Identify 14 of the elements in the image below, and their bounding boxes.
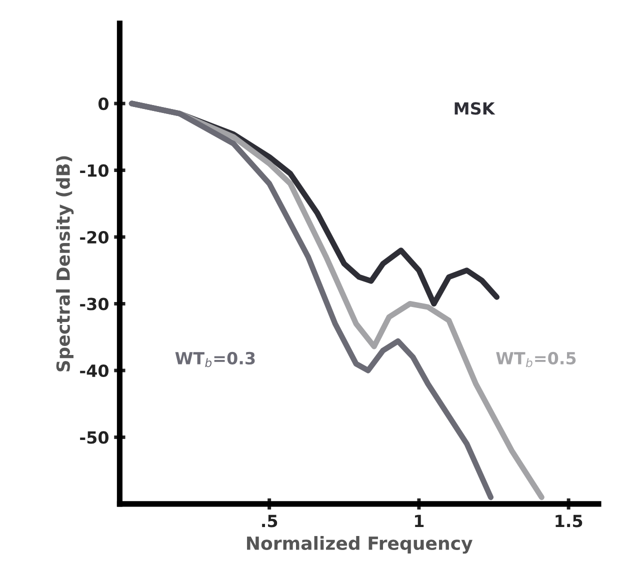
y-tick-label: 0 <box>98 97 108 110</box>
x-tick-label: 1 <box>415 514 424 528</box>
y-tick-label: -10 <box>80 164 108 177</box>
x-tick-label: 1.5 <box>556 514 582 528</box>
y-tick-label: -40 <box>80 364 108 378</box>
y-tick-label: -30 <box>80 298 108 310</box>
text: MSK <box>454 102 496 115</box>
x-tick-label: .5 <box>262 514 278 528</box>
x-axis-title: Normalized Frequency <box>247 536 472 554</box>
y-axis-title: Spectral Density (dB) <box>56 156 74 372</box>
text: WT$_{b}$=0.3 <box>175 352 255 368</box>
y-tick-label: -50 <box>80 431 108 444</box>
series-label: WT$_{b}$=0.5 <box>496 352 576 368</box>
y-tick-label: -20 <box>80 230 108 244</box>
